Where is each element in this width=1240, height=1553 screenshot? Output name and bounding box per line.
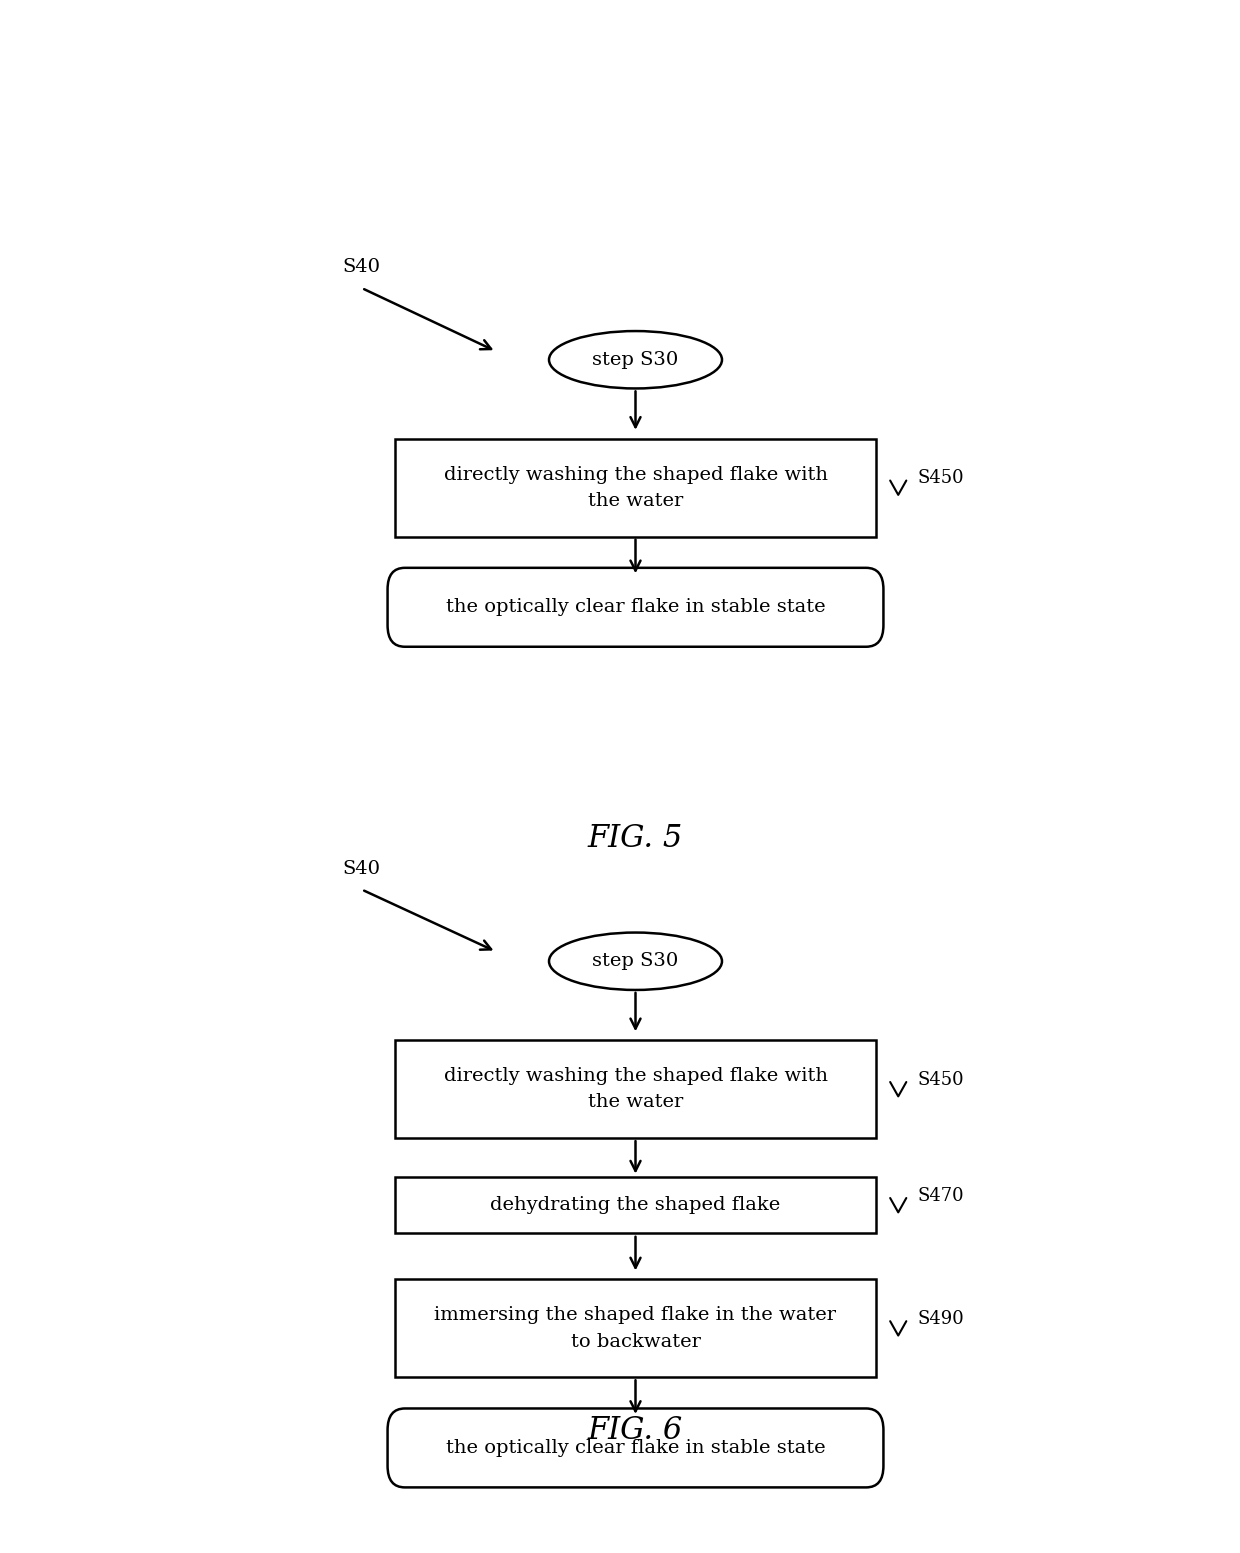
Text: directly washing the shaped flake with
the water: directly washing the shaped flake with t… [444,466,827,509]
Text: dehydrating the shaped flake: dehydrating the shaped flake [490,1196,781,1214]
Text: S490: S490 [918,1309,963,1328]
Bar [396,438,875,537]
Text: the optically clear flake in stable state: the optically clear flake in stable stat… [445,598,826,617]
Bar [396,1041,875,1138]
FancyBboxPatch shape [388,568,883,646]
Text: immersing the shaped flake in the water
to backwater: immersing the shaped flake in the water … [434,1306,837,1351]
Text: step S30: step S30 [593,952,678,971]
Text: S470: S470 [918,1186,963,1205]
Text: FIG. 6: FIG. 6 [588,1415,683,1446]
Text: S450: S450 [918,469,963,488]
Ellipse shape [549,331,722,388]
Text: S40: S40 [342,859,381,877]
Ellipse shape [549,932,722,989]
Text: FIG. 5: FIG. 5 [588,823,683,854]
Text: the optically clear flake in stable state: the optically clear flake in stable stat… [445,1440,826,1457]
Bar [396,1280,875,1378]
Text: directly washing the shaped flake with
the water: directly washing the shaped flake with t… [444,1067,827,1112]
Bar [396,1177,875,1233]
Text: S40: S40 [342,258,381,276]
Text: S450: S450 [918,1070,963,1089]
Text: step S30: step S30 [593,351,678,368]
FancyBboxPatch shape [388,1409,883,1488]
